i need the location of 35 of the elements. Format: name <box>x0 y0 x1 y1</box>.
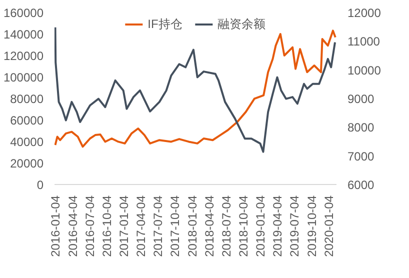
y-tick-label: 40000 <box>10 135 44 149</box>
x-tick-label: 2017-10-04 <box>168 195 182 257</box>
x-tick-label: 2016-07-04 <box>82 195 97 257</box>
y2-tick-label: 12000 <box>348 6 382 20</box>
x-tick-label: 2020-01-04 <box>322 195 336 257</box>
x-tick-label: 2018-04-04 <box>202 195 216 257</box>
x-tick-label: 2016-04-04 <box>66 195 80 257</box>
y2-tick-label: 8000 <box>348 120 375 135</box>
x-tick-label: 2019-01-04 <box>254 195 268 257</box>
y2-tick-label: 7000 <box>348 149 375 164</box>
y-tick-label: 100000 <box>3 70 44 84</box>
y-tick-label: 160000 <box>3 6 44 20</box>
y-tick-label: 120000 <box>3 49 44 63</box>
y-tick-label: 60000 <box>10 114 44 128</box>
y2-tick-label: 6000 <box>348 178 375 192</box>
x-tick-label: 2017-01-04 <box>117 195 132 257</box>
legend-label: 融资余额 <box>217 16 266 32</box>
x-tick-label: 2018-07-04 <box>219 195 234 257</box>
legend-label: IF持仓 <box>148 16 182 32</box>
y-tick-label: 0 <box>36 178 44 192</box>
y-tick-label: 80000 <box>10 92 44 106</box>
x-tick-label: 2019-04-04 <box>270 195 285 257</box>
x-tick-label: 2016-01-04 <box>48 195 63 257</box>
x-tick-label: 2017-04-04 <box>134 195 148 257</box>
y2-tick-label: 9000 <box>348 92 375 106</box>
y-tick-label: 20000 <box>10 156 44 170</box>
y-tick-label: 140000 <box>3 28 44 42</box>
x-tick-label: 2018-01-04 <box>185 195 200 257</box>
x-tick-label: 2017-07-04 <box>151 195 166 257</box>
x-tick-label: 2016-10-04 <box>100 195 114 257</box>
x-tick-label: 2018-10-04 <box>236 195 250 257</box>
x-tick-label: 2019-10-04 <box>304 195 319 257</box>
y2-tick-label: 10000 <box>348 63 382 78</box>
x-tick-label: 2019-07-04 <box>288 195 302 257</box>
y2-tick-label: 11000 <box>348 34 380 49</box>
